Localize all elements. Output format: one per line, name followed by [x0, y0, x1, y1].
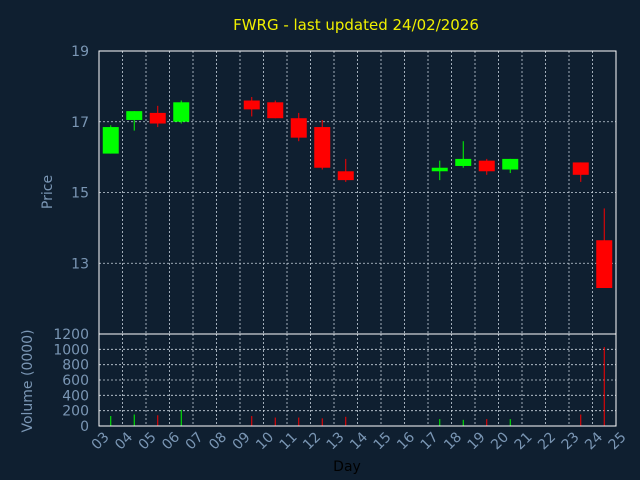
x-tick-label: 18	[441, 429, 465, 453]
x-tick-label: 24	[582, 429, 606, 453]
price-y-tick-labels: 19 17 15 13	[71, 44, 89, 272]
candles	[102, 96, 613, 289]
volume-tick-label: 800	[62, 358, 89, 374]
price-axis-label: Price	[40, 175, 56, 209]
x-tick-label: 17	[418, 429, 442, 453]
chart-title: FWRG - last updated 24/02/2026	[233, 16, 479, 34]
x-tick-label: 19	[465, 429, 489, 453]
x-axis-label: Day	[333, 459, 361, 475]
volume-tick-label: 0	[80, 419, 89, 435]
x-tick-label: 15	[371, 429, 395, 453]
volume-tick-label: 1200	[53, 327, 89, 343]
volume-panel-frame	[98, 333, 617, 427]
candle-body	[431, 167, 448, 172]
candle-body	[502, 158, 519, 170]
x-tick-label: 25	[606, 429, 630, 453]
x-tick-label: 16	[394, 429, 418, 453]
candle-body	[102, 127, 119, 154]
candle-body	[478, 160, 495, 172]
x-tick-label: 12	[300, 429, 324, 453]
volume-grid	[99, 334, 616, 426]
x-tick-labels: 03 04 05 06 07 08 09 10 11 12 13 14 15 16 17 18 19 20 21 22…	[89, 429, 630, 453]
candle-body	[173, 102, 190, 122]
x-tick-label: 03	[89, 429, 113, 453]
x-tick-label: 09	[230, 429, 254, 453]
x-tick-label: 14	[347, 429, 371, 453]
volume-bars	[110, 347, 605, 426]
price-tick-label: 19	[71, 44, 89, 60]
volume-tick-label: 1000	[53, 342, 89, 358]
x-tick-label: 05	[136, 429, 160, 453]
candle-body	[243, 100, 260, 110]
volume-tick-label: 400	[62, 388, 89, 404]
price-tick-label: 15	[71, 186, 89, 202]
candle-body	[572, 162, 589, 175]
price-tick-label: 17	[71, 115, 89, 131]
x-tick-label: 13	[324, 429, 348, 453]
x-tick-label: 23	[559, 429, 583, 453]
candle-body	[290, 118, 307, 138]
candle-body	[596, 240, 613, 289]
volume-tick-label: 200	[62, 404, 89, 420]
candle-body	[267, 102, 284, 119]
volume-axis-label: Volume (0000)	[20, 329, 36, 432]
candle-body	[337, 171, 354, 181]
x-tick-label: 22	[535, 429, 559, 453]
x-tick-label: 04	[112, 429, 136, 453]
x-tick-label: 20	[488, 429, 512, 453]
x-tick-label: 10	[253, 429, 277, 453]
x-tick-label: 06	[159, 429, 183, 453]
price-grid	[99, 50, 616, 334]
price-tick-label: 13	[71, 256, 89, 272]
candle-body	[149, 112, 166, 124]
x-tick-label: 07	[183, 429, 207, 453]
candle-body	[455, 158, 472, 166]
volume-tick-label: 600	[62, 373, 89, 389]
x-tick-label: 08	[206, 429, 230, 453]
x-tick-label: 11	[277, 429, 301, 453]
candle-body	[126, 111, 143, 120]
candle-body	[314, 127, 331, 168]
x-tick-label: 21	[512, 429, 536, 453]
